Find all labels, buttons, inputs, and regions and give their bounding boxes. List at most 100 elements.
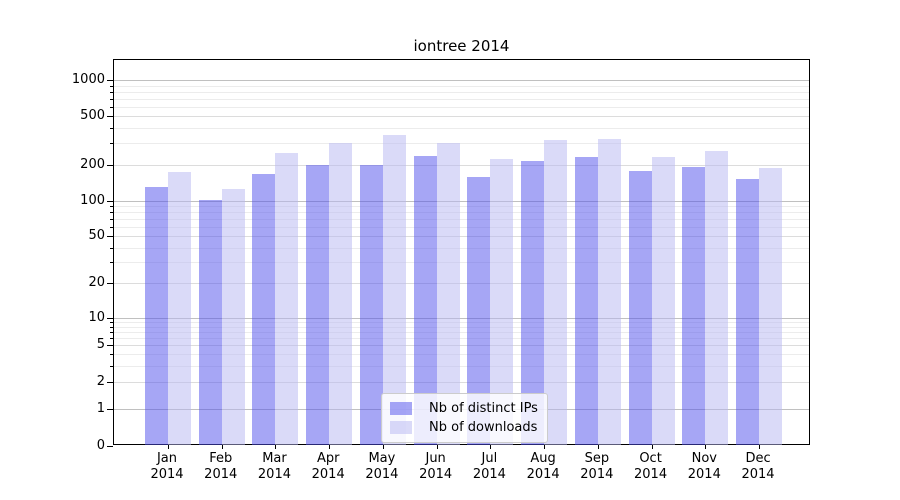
bar-nov-downloads — [705, 150, 729, 445]
minor-gridline — [114, 247, 809, 249]
bar-sep-downloads — [597, 139, 621, 445]
x-tick-label-line: Jan — [156, 451, 178, 466]
minor-gridline — [114, 206, 809, 208]
y-tick-label: 20 — [88, 274, 105, 290]
gridline — [114, 282, 809, 284]
y-tick — [107, 236, 113, 238]
x-tick-label-aug: Aug 2014 — [503, 451, 583, 483]
y-tick — [107, 345, 113, 347]
bar-oct-ips — [628, 170, 652, 445]
gridline — [114, 116, 809, 118]
minor-gridline — [114, 338, 809, 340]
x-tick-label-line: Feb — [209, 451, 233, 466]
y-tick-label: 100 — [80, 193, 105, 208]
y-minor-tick — [110, 128, 113, 130]
bar-dec-downloads — [759, 167, 783, 445]
x-tick — [651, 445, 653, 449]
x-tick-label-jun: Jun 2014 — [396, 451, 476, 483]
minor-gridline — [114, 326, 809, 328]
x-tick-label-line: 2014 — [526, 467, 560, 482]
y-minor-tick — [110, 338, 113, 340]
bar-jul-downloads — [490, 158, 514, 445]
x-tick-label-line: Apr — [316, 451, 340, 466]
minor-gridline — [114, 226, 809, 228]
x-tick-label-line: Dec — [745, 451, 771, 466]
bar-nov-ips — [682, 166, 706, 445]
bar-jan-downloads — [168, 171, 191, 445]
x-tick-label-line: Aug — [530, 451, 556, 466]
x-tick-label-oct: Oct 2014 — [611, 451, 691, 483]
x-tick — [382, 445, 384, 449]
bar-feb-ips — [198, 199, 222, 445]
x-tick-label-line: 2014 — [311, 467, 345, 482]
x-tick-label-line: 2014 — [741, 467, 775, 482]
x-tick-label-line: Nov — [691, 451, 717, 466]
minor-gridline — [114, 212, 809, 214]
x-tick — [490, 445, 492, 449]
gridline — [114, 345, 809, 347]
major-gridline — [114, 318, 809, 319]
x-tick-label-line: Sep — [584, 451, 610, 466]
bar-jan-ips — [145, 187, 168, 445]
x-tick-label-line: May — [368, 451, 396, 466]
bar-jun-ips — [413, 155, 437, 445]
y-minor-tick — [110, 326, 113, 328]
y-minor-tick — [110, 226, 113, 228]
x-tick-label-apr: Apr 2014 — [288, 451, 368, 483]
minor-gridline — [114, 262, 809, 264]
y-minor-tick — [110, 98, 113, 100]
x-tick-label-jan: Jan 2014 — [127, 451, 207, 483]
bar-oct-downloads — [651, 157, 675, 445]
x-tick-label-line: Oct — [639, 451, 662, 466]
y-tick — [107, 80, 113, 81]
y-tick-label: 0 — [96, 438, 105, 453]
x-tick-label-sep: Sep 2014 — [557, 451, 637, 483]
minor-gridline — [114, 219, 809, 221]
x-tick — [168, 445, 169, 449]
y-minor-tick — [110, 85, 113, 87]
y-tick-label: 200 — [80, 156, 105, 172]
major-gridline — [114, 80, 809, 81]
y-tick — [107, 282, 113, 284]
major-gridline — [114, 201, 809, 202]
bar-jul-ips — [467, 176, 491, 445]
y-minor-tick — [110, 262, 113, 264]
bar-dec-ips — [736, 179, 760, 445]
y-minor-tick — [110, 365, 113, 367]
y-tick — [107, 318, 113, 319]
y-minor-tick — [110, 219, 113, 221]
chart-title: iontree 2014 — [413, 37, 510, 55]
x-tick-label-line: Jun — [425, 451, 446, 466]
y-minor-tick — [110, 354, 113, 356]
bar-apr-downloads — [329, 142, 353, 445]
bar-jun-downloads — [436, 142, 460, 445]
y-minor-tick — [110, 91, 113, 93]
bar-sep-ips — [574, 156, 598, 445]
x-tick-label-line: 2014 — [257, 467, 291, 482]
x-tick-label-line: 2014 — [204, 467, 238, 482]
x-tick-label-feb: Feb 2014 — [181, 451, 261, 483]
legend-item-downloads: Nb of downloads — [390, 418, 538, 437]
x-tick-label-line: 2014 — [150, 467, 184, 482]
legend-label-downloads: Nb of downloads — [429, 420, 538, 435]
y-minor-tick — [110, 206, 113, 208]
x-tick — [597, 445, 599, 449]
x-tick-label-line: 2014 — [419, 467, 453, 482]
x-tick-label-line: 2014 — [365, 467, 399, 482]
y-tick — [107, 116, 113, 118]
x-tick — [275, 445, 277, 449]
x-tick-label-line: 2014 — [634, 467, 668, 482]
gridline — [114, 236, 809, 238]
x-tick-label-nov: Nov 2014 — [664, 451, 744, 483]
x-tick — [759, 445, 761, 449]
y-tick-label: 1 — [96, 401, 105, 416]
x-tick-label-line: 2014 — [687, 467, 721, 482]
x-tick-label-line: Mar — [262, 451, 287, 466]
plot-area: Nb of distinct IPs Nb of downloads — [107, 59, 810, 449]
y-minor-tick — [110, 247, 113, 249]
bar-feb-downloads — [221, 188, 245, 445]
y-tick-label: 1000 — [71, 72, 105, 87]
x-tick — [705, 445, 707, 449]
minor-gridline — [114, 332, 809, 334]
